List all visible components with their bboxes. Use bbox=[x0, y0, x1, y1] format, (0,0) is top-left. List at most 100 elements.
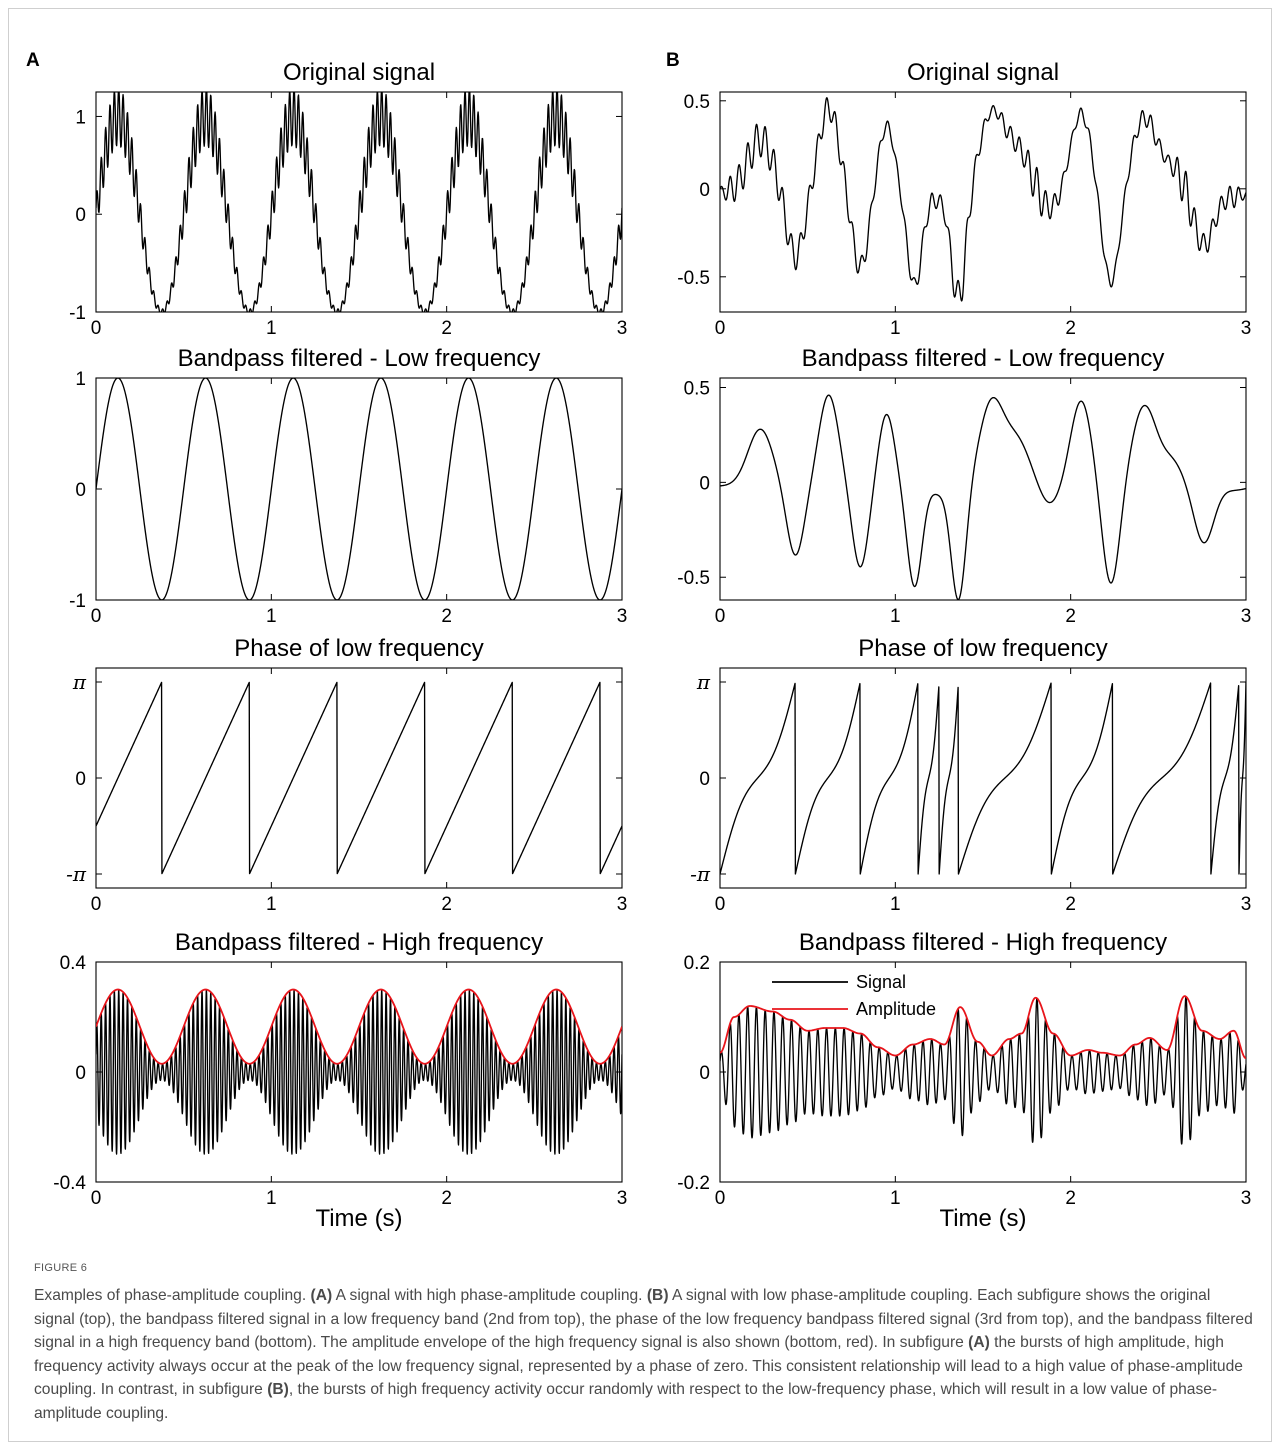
caption-segment: , the bursts of high frequency activity … bbox=[34, 1381, 1218, 1422]
x-tick-label: 1 bbox=[266, 1188, 277, 1209]
caption-segment: A signal with low phase-amplitude coupli… bbox=[34, 1287, 1253, 1351]
caption-panel-ref: (A) bbox=[310, 1287, 333, 1304]
y-tick-label: 0.5 bbox=[684, 378, 710, 399]
x-tick-label: 3 bbox=[1241, 318, 1252, 339]
caption-panel-ref: (A) bbox=[968, 1334, 990, 1351]
x-tick-label: 0 bbox=[715, 894, 726, 915]
figure-frame bbox=[8, 8, 1272, 1442]
legend-label: Signal bbox=[856, 972, 906, 992]
y-tick-label: -1 bbox=[69, 303, 86, 324]
y-tick-label: -0.5 bbox=[677, 568, 710, 589]
signal-line bbox=[720, 97, 1246, 302]
figure-caption: FIGURE 6 Examples of phase-amplitude cou… bbox=[34, 1262, 1254, 1425]
x-tick-label: 2 bbox=[1065, 1188, 1076, 1209]
subplot-b-1: Original signal 0 1 2 3 -0.5 0 0.5 bbox=[677, 59, 1251, 339]
caption-segment: the bursts of high amplitude, high frequ… bbox=[34, 1334, 1243, 1398]
subplot-title: Phase of low frequency bbox=[858, 635, 1107, 662]
amplitude-envelope-line bbox=[96, 988, 622, 1065]
x-tick-label: 1 bbox=[890, 318, 901, 339]
amplitude-envelope-line bbox=[720, 995, 1246, 1060]
x-tick-label: 1 bbox=[266, 606, 277, 627]
subplot-b-4: Bandpass filtered - High frequency 0 1 2 3 -0… bbox=[677, 929, 1251, 1232]
signal-line bbox=[96, 989, 622, 1155]
x-tick-label: 0 bbox=[91, 606, 102, 627]
axes-box bbox=[719, 377, 1247, 601]
signal-line bbox=[720, 995, 1246, 1145]
x-tick-label: 0 bbox=[91, 1188, 102, 1209]
x-tick-label: 1 bbox=[890, 894, 901, 915]
panel-label-a: A bbox=[26, 50, 40, 71]
x-tick-label: 0 bbox=[715, 318, 726, 339]
x-tick-label: 3 bbox=[617, 318, 628, 339]
x-tick-label: 2 bbox=[441, 1188, 452, 1209]
caption-segment: A signal with high phase-amplitude coupl… bbox=[332, 1287, 647, 1304]
subplot-title: Original signal bbox=[283, 59, 435, 86]
x-tick-label: 3 bbox=[617, 894, 628, 915]
signal-line bbox=[96, 378, 622, 600]
x-tick-label: 3 bbox=[1241, 894, 1252, 915]
x-tick-label: 3 bbox=[617, 606, 628, 627]
x-tick-label: 2 bbox=[441, 606, 452, 627]
x-tick-label: 3 bbox=[1241, 1188, 1252, 1209]
y-tick-label: 0.4 bbox=[60, 953, 87, 974]
panel-label-b: B bbox=[666, 50, 680, 71]
caption-panel-ref: (B) bbox=[267, 1381, 289, 1398]
subplot-title: Bandpass filtered - High frequency bbox=[175, 929, 543, 956]
y-tick-label: 0 bbox=[75, 205, 86, 226]
x-tick-label: 1 bbox=[890, 606, 901, 627]
x-tick-label: 2 bbox=[1065, 606, 1076, 627]
x-tick-label: 3 bbox=[1241, 606, 1252, 627]
y-tick-label: 0.5 bbox=[684, 92, 710, 113]
signal-line bbox=[96, 92, 622, 312]
subplot-a-4: Bandpass filtered - High frequency 0 1 2 3 -0… bbox=[53, 929, 627, 1232]
figure-label: FIGURE 6 bbox=[34, 1262, 88, 1274]
legend-label: Amplitude bbox=[856, 999, 936, 1019]
y-tick-label: π bbox=[696, 670, 711, 694]
y-tick-label: 0 bbox=[75, 1063, 86, 1084]
axes-box bbox=[95, 667, 623, 889]
x-tick-label: 0 bbox=[91, 894, 102, 915]
x-tick-label: 1 bbox=[266, 894, 277, 915]
x-tick-label: 2 bbox=[441, 318, 452, 339]
x-tick-label: 0 bbox=[715, 606, 726, 627]
y-tick-label: 0 bbox=[75, 480, 86, 501]
x-tick-label: 0 bbox=[91, 318, 102, 339]
x-tick-label: 2 bbox=[1065, 318, 1076, 339]
subplot-title: Phase of low frequency bbox=[234, 635, 483, 662]
y-tick-label: 0 bbox=[699, 1063, 710, 1084]
subplot-title: Bandpass filtered - Low frequency bbox=[178, 345, 541, 372]
signal-line bbox=[720, 394, 1246, 600]
y-tick-label: 0 bbox=[699, 180, 710, 201]
x-axis-label: Time (s) bbox=[315, 1205, 402, 1232]
subplot-title: Original signal bbox=[907, 59, 1059, 86]
x-tick-label: 1 bbox=[266, 318, 277, 339]
y-tick-label: 0 bbox=[699, 769, 710, 790]
y-tick-label: π bbox=[72, 670, 87, 694]
subplot-title: Bandpass filtered - High frequency bbox=[799, 929, 1167, 956]
x-tick-label: 1 bbox=[890, 1188, 901, 1209]
subplot-title: Bandpass filtered - Low frequency bbox=[802, 345, 1165, 372]
y-tick-label: 1 bbox=[75, 107, 86, 128]
y-tick-label: -0.2 bbox=[677, 1173, 710, 1194]
legend: Signal Amplitude bbox=[772, 972, 936, 1019]
axes-box bbox=[719, 961, 1247, 1183]
y-tick-label: 0 bbox=[699, 473, 710, 494]
y-tick-label: 0.2 bbox=[684, 953, 710, 974]
signal-line bbox=[96, 681, 622, 875]
x-tick-label: 2 bbox=[441, 894, 452, 915]
caption-text: Examples of phase-amplitude coupling. (A… bbox=[34, 1284, 1254, 1425]
y-tick-label: -0.4 bbox=[53, 1173, 86, 1194]
y-tick-label: -1 bbox=[69, 591, 86, 612]
caption-segment: Examples of phase-amplitude coupling. bbox=[34, 1287, 311, 1304]
y-tick-label: -0.5 bbox=[677, 268, 710, 289]
signal-line bbox=[720, 681, 1246, 875]
y-tick-label: -π bbox=[690, 862, 711, 886]
subplot-b-2: Bandpass filtered - Low frequency 0 1 2 3 -0.… bbox=[677, 345, 1251, 627]
x-axis-label: Time (s) bbox=[939, 1205, 1026, 1232]
y-tick-label: 0 bbox=[75, 769, 86, 790]
